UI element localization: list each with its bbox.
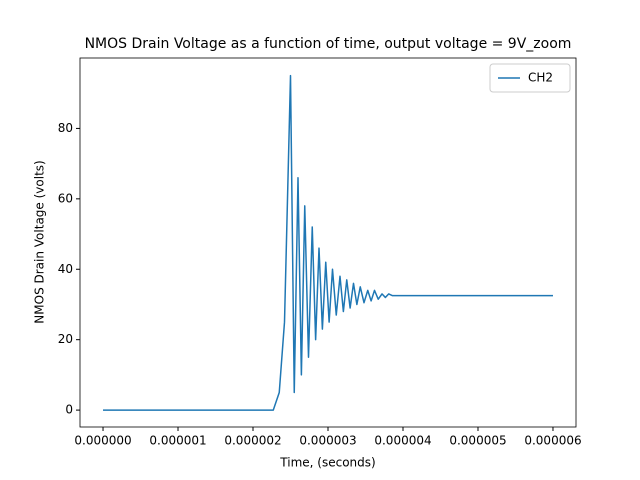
x-tick-label: 0.000003 <box>299 434 356 448</box>
y-tick-label: 60 <box>58 191 73 205</box>
x-tick-label: 0.000002 <box>224 434 281 448</box>
y-tick-label: 0 <box>65 403 73 417</box>
data-line <box>103 74 553 411</box>
x-tick-label: 0.000006 <box>524 434 581 448</box>
x-tick-label: 0.000001 <box>149 434 206 448</box>
x-tick-label: 0.000005 <box>449 434 506 448</box>
x-axis-label: Time, (seconds) <box>279 456 375 470</box>
x-tick-label: 0.000000 <box>74 434 131 448</box>
chart-title: NMOS Drain Voltage as a function of time… <box>85 36 572 52</box>
y-tick-label: 40 <box>58 262 73 276</box>
legend-label: CH2 <box>528 71 553 85</box>
y-tick-label: 20 <box>58 332 73 346</box>
x-tick-label: 0.000004 <box>374 434 431 448</box>
plot-frame <box>79 57 577 428</box>
y-tick-label: 80 <box>58 121 73 135</box>
legend-box <box>489 63 571 93</box>
y-axis-label: NMOS Drain Voltage (volts) <box>33 160 47 323</box>
